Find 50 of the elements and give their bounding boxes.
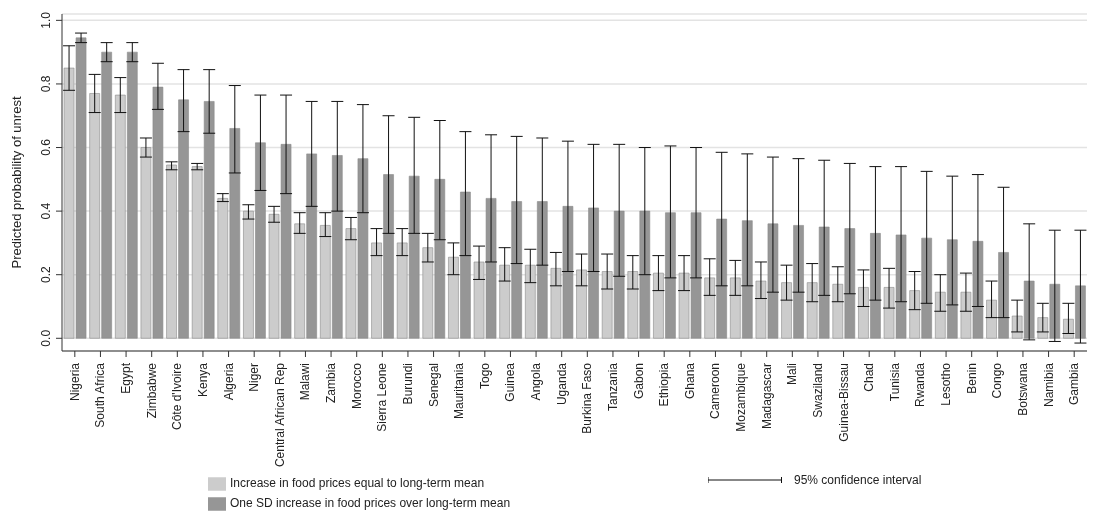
- x-tick-label: Chad: [862, 363, 877, 392]
- x-tick-label: Togo: [477, 362, 492, 390]
- y-tick-label: 0.2: [39, 266, 53, 284]
- x-tick-label: Ethiopia: [657, 362, 672, 407]
- x-tick-label: Benin: [964, 363, 979, 394]
- x-tick-label: Tanzania: [605, 362, 620, 412]
- legend-label: One SD increase in food prices over long-term mean: [230, 496, 511, 510]
- x-tick-label: Angola: [529, 362, 544, 401]
- x-tick-label: Mali: [785, 363, 800, 386]
- x-tick-label: Kenya: [195, 362, 210, 398]
- x-tick-label: Niger: [247, 363, 262, 392]
- x-tick-label: Botswana: [1015, 362, 1030, 416]
- x-tick-label: Guinea: [503, 362, 518, 402]
- y-axis-title: Predicted probability of unrest: [8, 96, 24, 269]
- x-tick-label: Uganda: [554, 362, 569, 406]
- x-tick-label: Zimbabwe: [144, 362, 159, 419]
- y-tick-label: 0.0: [39, 329, 53, 347]
- x-tick-label: Senegal: [426, 363, 441, 408]
- x-tick-label: Cameroon: [708, 363, 723, 420]
- x-tick-label: Lesotho: [939, 362, 954, 406]
- y-tick-label: 0.8: [39, 75, 53, 93]
- x-tick-label: Malawi: [298, 363, 313, 401]
- x-tick-label: Gambia: [1067, 362, 1082, 406]
- x-tick-label: Ghana: [682, 362, 697, 400]
- x-tick-label: Namibia: [1041, 362, 1056, 408]
- text: 95% confidence interval: [794, 473, 922, 487]
- x-tick-label: Swaziland: [810, 363, 825, 418]
- x-tick-label: Congo: [990, 362, 1005, 399]
- x-tick-label: Côte d'Ivoire: [170, 362, 185, 430]
- x-tick-label: Guinea-Bissau: [836, 363, 851, 442]
- x-tick-label: Central African Rep: [272, 362, 287, 468]
- x-tick-label: Mauritania: [452, 362, 467, 420]
- x-tick-label: Sierra Leone: [375, 362, 390, 432]
- x-tick-label: Zambia: [324, 362, 339, 404]
- x-tick-label: Burundi: [400, 363, 415, 405]
- x-tick-label: Mozambique: [734, 362, 749, 432]
- x-tick-label: South Africa: [93, 362, 108, 428]
- x-tick-label: Madagascar: [759, 363, 774, 430]
- y-tick-label: 0.6: [39, 138, 53, 156]
- x-tick-label: Morocco: [349, 362, 364, 410]
- x-tick-label: Tunisia: [887, 362, 902, 402]
- x-tick-label: Algeria: [221, 362, 236, 401]
- legend-label: Increase in food prices equal to long-term mean: [230, 476, 485, 490]
- x-tick-label: Rwanda: [913, 362, 928, 408]
- x-tick-label: Nigeria: [67, 362, 82, 402]
- x-tick-label: Egypt: [119, 362, 134, 394]
- x-tick-label: Burkina Faso: [580, 362, 595, 434]
- x-tick-label: Gabon: [631, 363, 646, 400]
- y-tick-label: 0.4: [39, 202, 53, 220]
- y-tick-label: 1.0: [39, 11, 53, 29]
